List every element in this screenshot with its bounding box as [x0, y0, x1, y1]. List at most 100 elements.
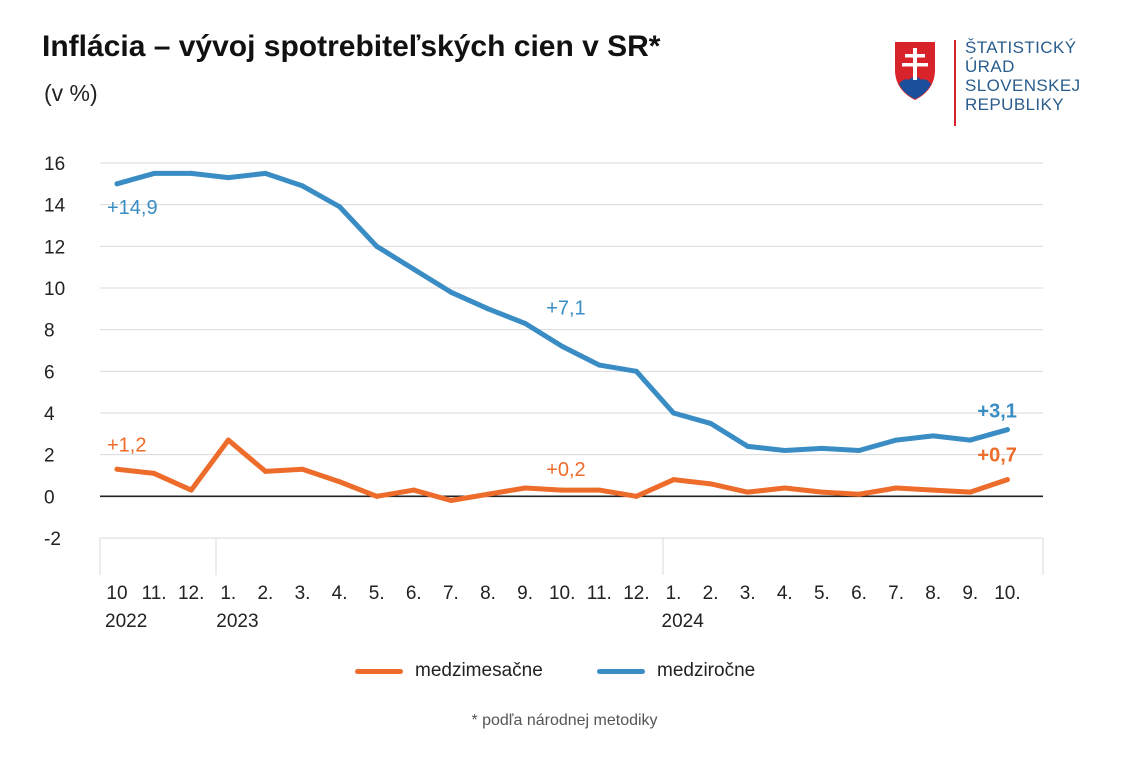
- data-point-medzirocne: [337, 204, 343, 210]
- x-tick-label: 4.: [332, 583, 348, 604]
- x-tick-label: 8.: [480, 583, 496, 604]
- x-tick-label: 4.: [777, 583, 793, 604]
- y-tick-label: 12: [44, 237, 65, 258]
- data-label: +1,2: [107, 434, 146, 456]
- data-point-medzimesacne: [374, 493, 380, 499]
- data-point-medzirocne: [633, 368, 639, 374]
- x-tick-label: 10: [106, 583, 127, 604]
- data-point-medzimesacne: [300, 466, 305, 472]
- data-point-medzirocne: [559, 343, 565, 349]
- x-tick-label: 3.: [295, 583, 311, 604]
- y-tick-label: 16: [44, 154, 65, 175]
- data-label: +3,1: [977, 401, 1016, 423]
- legend-item-medzimesacne: medzimesačne: [355, 660, 543, 682]
- data-point-medzirocne: [745, 443, 751, 449]
- data-point-medzirocne: [856, 448, 862, 453]
- data-point-medzimesacne: [596, 487, 602, 493]
- statistical-office-logo: ŠTATISTICKÝ ÚRAD SLOVENSKEJ REPUBLIKY: [892, 38, 1102, 130]
- data-point-medzimesacne: [522, 485, 528, 491]
- data-point-medzimesacne: [967, 489, 973, 495]
- x-tick-label: 1.: [220, 583, 236, 604]
- y-tick-label: 0: [44, 487, 55, 508]
- data-point-medzimesacne: [893, 485, 899, 491]
- x-tick-label: 3.: [740, 583, 756, 604]
- data-point-medzirocne: [485, 306, 491, 312]
- data-point-medzimesacne: [745, 489, 751, 495]
- data-point-medzirocne: [930, 433, 936, 439]
- x-tick-label: 12.: [178, 583, 204, 604]
- footnote: * podľa národnej metodiky: [471, 712, 658, 729]
- data-point-medzirocne: [782, 448, 788, 453]
- x-tick-label: 9.: [517, 583, 533, 604]
- data-point-medzimesacne: [151, 470, 157, 476]
- y-tick-label: 4: [44, 404, 55, 425]
- data-point-medzirocne: [300, 183, 305, 189]
- data-point-medzirocne: [819, 445, 825, 451]
- chart-title: Inflácia – vývoj spotrebiteľských cien v…: [42, 30, 661, 63]
- x-tick-label: 6.: [406, 583, 422, 604]
- y-tick-label: -2: [44, 529, 61, 550]
- data-point-medzirocne: [448, 289, 454, 295]
- logo-line: ÚRAD: [965, 57, 1015, 76]
- x-tick-label: 9.: [962, 583, 978, 604]
- data-point-medzimesacne: [930, 487, 936, 493]
- data-point-medzimesacne: [411, 487, 417, 493]
- x-tick-label: 8.: [925, 583, 941, 604]
- y-tick-label: 10: [44, 279, 65, 300]
- year-label: 2022: [105, 611, 147, 632]
- data-point-medzimesacne: [114, 466, 120, 472]
- data-point-medzimesacne: [188, 487, 194, 493]
- data-point-medzimesacne: [485, 491, 491, 497]
- x-tick-label: 7.: [888, 583, 904, 604]
- data-point-medzimesacne: [671, 477, 676, 483]
- x-tick-label: 6.: [851, 583, 867, 604]
- data-point-medzimesacne: [633, 493, 639, 499]
- year-label: 2023: [216, 611, 258, 632]
- x-tick-label: 1.: [666, 583, 682, 604]
- data-point-medzirocne: [671, 410, 676, 416]
- logo-line: SLOVENSKEJ: [965, 76, 1081, 95]
- legend-swatch-medzimesacne: [355, 668, 403, 674]
- data-point-medzirocne: [708, 420, 714, 426]
- data-point-medzimesacne: [448, 498, 454, 503]
- x-tick-label: 10.: [549, 583, 575, 604]
- x-tick-label: 11.: [142, 583, 167, 604]
- x-tick-label: 2.: [257, 583, 273, 604]
- data-point-medzirocne: [151, 170, 157, 176]
- y-tick-label: 14: [44, 196, 66, 217]
- logo-text: ŠTATISTICKÝ ÚRAD SLOVENSKEJ REPUBLIKY: [965, 38, 1081, 114]
- data-point-medzirocne: [1004, 427, 1010, 433]
- data-point-medzimesacne: [262, 468, 268, 474]
- legend-label-medzirocne: medziročne: [657, 660, 756, 681]
- data-point-medzirocne: [262, 170, 268, 176]
- x-tick-label: 11.: [587, 583, 612, 604]
- data-label: +7,1: [546, 297, 585, 319]
- data-point-medzimesacne: [819, 489, 825, 495]
- y-tick-label: 6: [44, 362, 55, 383]
- data-point-medzirocne: [967, 437, 973, 443]
- data-point-medzirocne: [114, 181, 120, 187]
- data-point-medzimesacne: [225, 437, 231, 443]
- legend-swatch-medzirocne: [597, 668, 645, 674]
- data-point-medzirocne: [225, 175, 231, 181]
- x-tick-label: 5.: [814, 583, 830, 604]
- inflation-line-chart: -2 0 2 4 6 8 10 12 14 16 10 11. 12. 1. 2. 3. 4. 5. 6. 7. 8. 9…: [44, 154, 1044, 632]
- data-point-medzimesacne: [1004, 477, 1010, 483]
- x-tick-label: 2.: [703, 583, 719, 604]
- data-point-medzirocne: [893, 437, 899, 443]
- year-label: 2024: [662, 611, 705, 632]
- chart-legend: medzimesačne medziročne: [0, 660, 1129, 690]
- data-point-medzimesacne: [856, 491, 862, 497]
- data-point-medzirocne: [596, 362, 602, 368]
- data-point-medzimesacne: [708, 481, 714, 487]
- data-point-medzirocne: [522, 320, 528, 326]
- data-point-medzimesacne: [782, 485, 788, 491]
- data-point-medzimesacne: [559, 487, 565, 493]
- x-tick-label: 7.: [443, 583, 459, 604]
- logo-divider: [954, 40, 956, 126]
- data-label: +0,2: [546, 459, 585, 481]
- chart-subtitle: (v %): [44, 80, 98, 106]
- logo-line: ŠTATISTICKÝ: [965, 38, 1077, 57]
- y-tick-label: 2: [44, 446, 55, 467]
- legend-label-medzimesacne: medzimesačne: [415, 660, 543, 681]
